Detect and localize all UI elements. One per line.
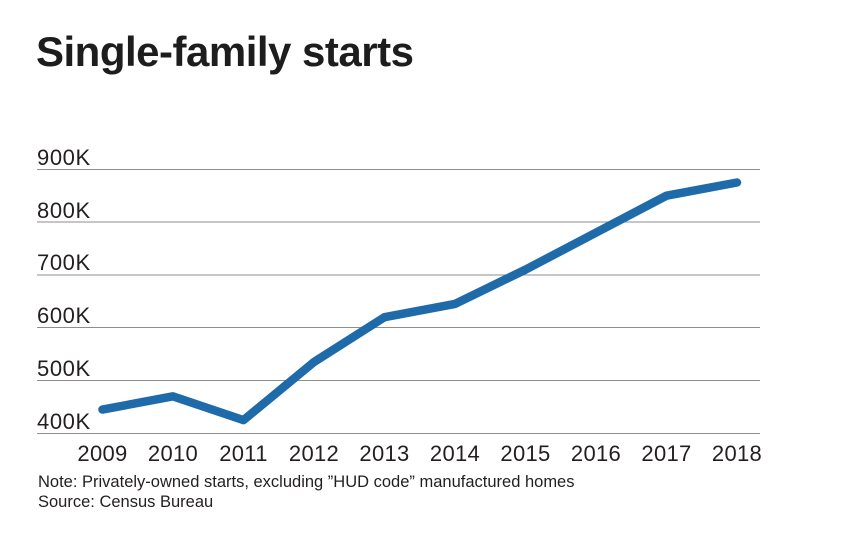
- y-tick-label: 400K: [37, 408, 91, 434]
- x-tick-label: 2018: [711, 441, 763, 466]
- x-tick-label: 2015: [500, 441, 551, 466]
- x-tick-label: 2017: [641, 441, 692, 466]
- x-tick-label: 2013: [359, 441, 410, 466]
- x-tick-label: 2009: [77, 441, 128, 466]
- x-tick-label: 2010: [147, 441, 199, 466]
- x-tick-label: 2016: [570, 441, 622, 466]
- x-tick-label: 2014: [429, 441, 481, 466]
- y-tick-label: 700K: [37, 250, 91, 276]
- chart-note: Note: Privately-owned starts, excluding …: [38, 473, 575, 491]
- y-tick-label: 900K: [37, 144, 91, 170]
- y-tick-label: 500K: [37, 356, 91, 381]
- chart-source: Source: Census Bureau: [38, 492, 214, 511]
- chart-title: Single-family starts: [36, 28, 414, 75]
- x-tick-label: 2012: [288, 441, 340, 466]
- x-tick-label: 2011: [219, 441, 268, 466]
- y-tick-label: 800K: [37, 197, 91, 223]
- y-tick-label: 600K: [37, 303, 91, 329]
- data-line-single-family-starts: [98, 178, 742, 425]
- footnote-block: Note: Privately-owned starts, excluding …: [38, 473, 574, 512]
